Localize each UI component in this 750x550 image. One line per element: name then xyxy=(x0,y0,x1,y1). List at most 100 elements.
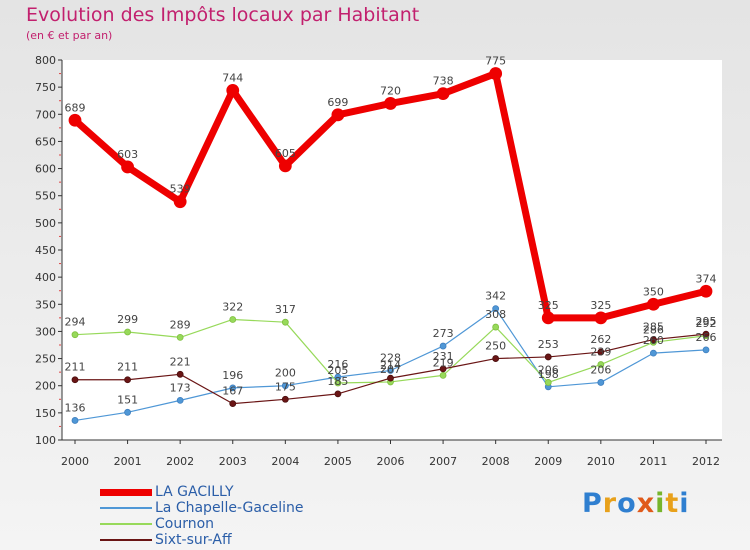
data-label: 206 xyxy=(538,363,559,376)
data-point xyxy=(699,284,713,298)
data-point xyxy=(229,316,237,323)
data-point xyxy=(176,370,184,378)
x-tick-label: 2007 xyxy=(429,455,457,468)
data-label: 322 xyxy=(222,300,243,313)
proxiti-logo: Proxiti xyxy=(582,488,690,519)
x-tick-label: 2012 xyxy=(692,455,720,468)
data-label: 689 xyxy=(65,101,86,114)
data-label: 720 xyxy=(380,84,401,97)
x-tick-label: 2010 xyxy=(587,455,615,468)
data-label: 294 xyxy=(65,316,86,329)
data-point xyxy=(489,67,503,80)
data-point xyxy=(71,417,79,424)
data-label: 289 xyxy=(170,318,191,331)
data-point xyxy=(124,328,131,336)
data-point xyxy=(281,318,289,326)
chart-title: Evolution des Impôts locaux par Habitant xyxy=(26,4,420,26)
data-point xyxy=(71,331,79,339)
data-label: 285 xyxy=(643,321,664,334)
data-point xyxy=(124,408,131,416)
data-label: 603 xyxy=(117,148,138,161)
data-label: 260 xyxy=(643,334,664,347)
legend-label: Sixt-sur-Aff xyxy=(155,532,232,548)
data-label: 214 xyxy=(380,359,401,372)
data-point xyxy=(121,160,134,174)
y-tick-label: 750 xyxy=(35,81,56,94)
data-point xyxy=(702,346,710,354)
data-label: 211 xyxy=(117,361,138,374)
data-label: 342 xyxy=(485,290,506,303)
x-tick-label: 2001 xyxy=(114,455,142,468)
data-label: 185 xyxy=(327,375,348,388)
data-point xyxy=(702,330,710,338)
data-point xyxy=(597,348,605,356)
data-label: 605 xyxy=(275,147,296,160)
data-label: 699 xyxy=(327,96,348,109)
data-label: 173 xyxy=(170,381,191,394)
y-tick-label: 200 xyxy=(35,380,56,393)
data-point xyxy=(334,390,342,398)
data-label: 775 xyxy=(485,55,506,68)
data-point xyxy=(384,97,397,110)
legend-label: LA GACILLY xyxy=(155,484,234,500)
data-point xyxy=(544,353,552,361)
data-label: 211 xyxy=(65,361,86,374)
x-tick-label: 2005 xyxy=(324,455,352,468)
data-label: 239 xyxy=(590,346,611,359)
y-tick-label: 100 xyxy=(35,434,56,447)
data-label: 539 xyxy=(170,183,191,196)
x-tick-label: 2002 xyxy=(166,455,194,468)
legend-swatch-la-chapelle-gaceline xyxy=(100,507,152,509)
data-label: 175 xyxy=(275,380,296,393)
data-point xyxy=(647,297,660,311)
data-point xyxy=(226,84,240,97)
data-point xyxy=(492,355,500,362)
legend-swatch-sixt-sur-aff xyxy=(100,539,152,541)
data-label: 262 xyxy=(590,333,611,346)
y-tick-label: 600 xyxy=(35,163,56,176)
data-point xyxy=(281,382,289,390)
data-point xyxy=(334,379,342,387)
x-tick-label: 2004 xyxy=(271,455,299,468)
legend-swatch-la-gacilly xyxy=(100,489,152,496)
data-label: 216 xyxy=(327,358,348,371)
x-tick-label: 2008 xyxy=(482,455,510,468)
legend-label: La Chapelle-Gaceline xyxy=(155,500,304,516)
data-point xyxy=(544,379,552,386)
data-label: 207 xyxy=(380,363,401,376)
chart-subtitle: (en € et par an) xyxy=(26,29,113,42)
data-point xyxy=(597,361,605,368)
data-point xyxy=(229,384,237,392)
data-point xyxy=(176,333,184,341)
y-tick-label: 700 xyxy=(35,108,56,121)
y-tick-label: 550 xyxy=(35,190,56,203)
y-tick-label: 250 xyxy=(35,353,56,366)
data-point xyxy=(439,371,447,379)
data-label: 273 xyxy=(433,327,454,340)
data-point xyxy=(541,311,555,325)
legend-label: Cournon xyxy=(155,516,215,532)
x-tick-label: 2006 xyxy=(377,455,405,468)
data-label: 205 xyxy=(327,364,348,377)
data-label: 231 xyxy=(433,350,454,363)
y-tick-label: 350 xyxy=(35,298,56,311)
data-point xyxy=(597,379,605,386)
data-label: 151 xyxy=(117,393,138,406)
data-point xyxy=(278,159,292,173)
data-label: 744 xyxy=(222,71,243,84)
data-point xyxy=(436,87,450,101)
data-point xyxy=(594,311,608,325)
data-point xyxy=(176,396,184,404)
data-point xyxy=(71,376,79,384)
legend-swatch-cournon xyxy=(100,523,152,525)
data-point xyxy=(439,342,447,350)
x-tick-label: 2000 xyxy=(61,455,89,468)
data-label: 198 xyxy=(538,368,559,381)
data-label: 200 xyxy=(275,367,296,380)
data-label: 325 xyxy=(590,299,611,312)
data-point xyxy=(650,336,657,343)
data-label: 250 xyxy=(485,340,506,353)
data-label: 253 xyxy=(538,338,559,351)
y-tick-label: 450 xyxy=(35,244,56,257)
data-label: 266 xyxy=(696,331,717,344)
